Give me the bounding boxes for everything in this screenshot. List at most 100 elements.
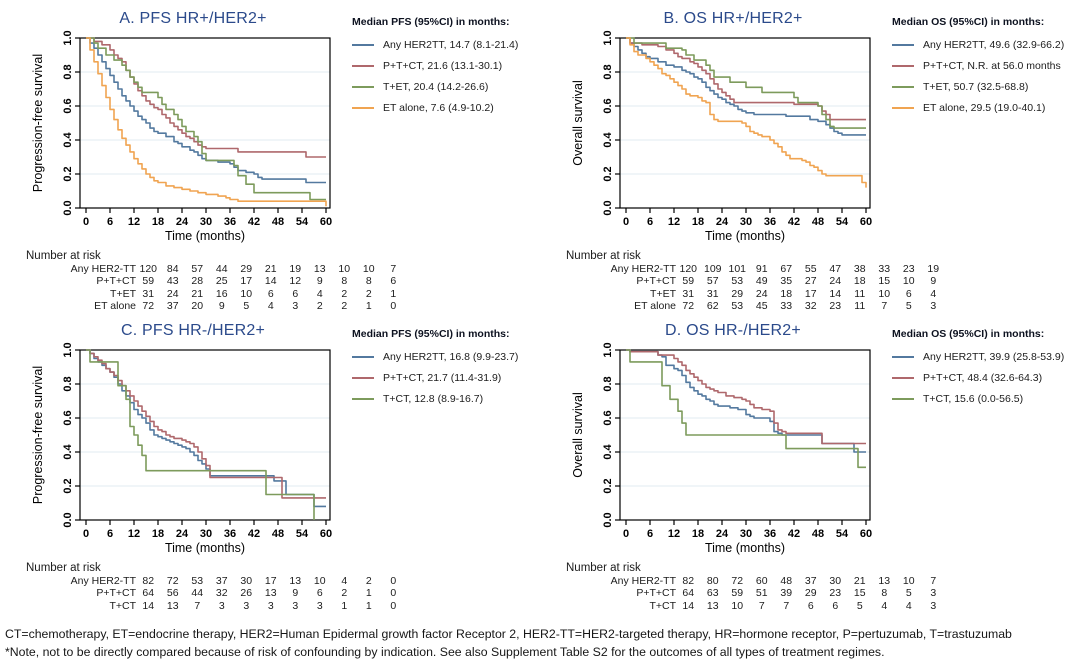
y-tick-label: 0.4 xyxy=(602,131,614,147)
risk-count: 38 xyxy=(853,263,866,275)
risk-count: 24 xyxy=(829,275,842,288)
risk-count: 28 xyxy=(191,275,204,288)
risk-count: 37 xyxy=(215,575,228,587)
risk-count: 26 xyxy=(240,587,253,600)
risk-count: 53 xyxy=(731,300,744,313)
risk-row: T+ET 31 24 21 16 10 6 6 4 2 2 1 xyxy=(26,288,446,300)
x-tick-label: 54 xyxy=(296,216,309,228)
legend-items: Any HER2TT, 14.7 (8.1-21.4) P+T+CT, 21.6 … xyxy=(352,39,538,114)
risk-count: 82 xyxy=(142,575,155,587)
y-tick-label: 0.8 xyxy=(62,376,74,391)
legend-item: ET alone, 29.5 (19.0-40.1) xyxy=(892,102,1078,114)
risk-count: 120 xyxy=(139,263,158,275)
x-tick-label: 36 xyxy=(224,216,236,228)
legend-label: P+T+CT, 21.6 (13.1-30.1) xyxy=(383,60,503,72)
risk-count: 47 xyxy=(829,263,842,275)
risk-rows: Any HER2-TT 120 84 57 44 29 21 19 13 10 10 7 P+T+CT 5… xyxy=(26,263,446,313)
risk-count: 44 xyxy=(215,263,228,275)
risk-count: 120 xyxy=(679,263,698,275)
plot-box xyxy=(79,37,331,209)
panel-c-pfs-hr-neg: C. PFS HR-/HER2+ 0 6 12 18 24 30 36 42 48 54 60 0.0… xyxy=(0,316,540,628)
risk-count: 14 xyxy=(829,287,842,300)
risk-count: 44 xyxy=(191,587,204,600)
risk-count: 9 xyxy=(218,300,225,313)
risk-count: 45 xyxy=(755,300,768,313)
km-plot: 0 6 12 18 24 30 36 42 48 54 60 0.0 0.2 0.4 0.6 0.8 1.0 Ti… xyxy=(31,30,332,243)
risk-count: 21 xyxy=(264,263,277,275)
risk-count: 5 xyxy=(243,300,250,313)
y-axis-label: Overall survival xyxy=(571,80,585,165)
legend-line-swatch xyxy=(892,355,914,359)
risk-row-label: T+ET xyxy=(110,287,136,300)
y-tick-label: 0.6 xyxy=(602,98,614,113)
y-tick-label: 0.2 xyxy=(602,166,614,181)
figure-footnotes: CT=chemotherapy, ET=endocrine therapy, H… xyxy=(5,626,1077,661)
risk-count: 67 xyxy=(780,263,793,275)
x-tick-label: 48 xyxy=(272,216,284,228)
risk-count: 80 xyxy=(706,575,719,587)
x-tick-label: 30 xyxy=(740,528,752,540)
x-axis-label: Time (months) xyxy=(705,541,785,555)
risk-row: P+T+CT 59 43 28 25 17 14 12 9 8 8 6 xyxy=(26,275,446,287)
risk-count: 43 xyxy=(166,275,179,288)
risk-count: 63 xyxy=(706,587,719,600)
legend-items: Any HER2TT, 16.8 (9.9-23.7) P+T+CT, 21.7 … xyxy=(352,351,538,405)
risk-count: 10 xyxy=(362,263,375,275)
risk-count: 12 xyxy=(289,275,302,288)
risk-count: 39 xyxy=(780,587,793,600)
risk-count: 3 xyxy=(930,300,937,313)
risk-count: 23 xyxy=(829,300,842,313)
legend-items: Any HER2TT, 49.6 (32.9-66.2) P+T+CT, N.R.… xyxy=(892,39,1078,114)
panel-title: A. PFS HR+/HER2+ xyxy=(119,10,267,27)
risk-count: 4 xyxy=(881,599,888,612)
risk-count: 27 xyxy=(804,275,817,288)
km-curve xyxy=(86,349,326,508)
risk-count: 55 xyxy=(804,263,817,275)
panel-title: B. OS HR+/HER2+ xyxy=(663,10,803,27)
risk-count: 0 xyxy=(390,300,397,313)
risk-row: Any HER2-TT 120 109 101 91 67 55 47 38 33 23 19 xyxy=(566,263,986,275)
x-tick-label: 24 xyxy=(176,216,189,228)
legend: Median OS (95%CI) in months: Any HER2TT,… xyxy=(892,16,1078,123)
risk-count: 62 xyxy=(706,300,719,313)
risk-count: 2 xyxy=(341,587,348,600)
x-tick-label: 0 xyxy=(83,216,89,228)
legend-item: T+CT, 15.6 (0.0-56.5) xyxy=(892,393,1078,405)
risk-count: 17 xyxy=(804,287,817,300)
risk-count: 101 xyxy=(728,263,747,275)
risk-count: 2 xyxy=(316,300,323,313)
legend-line-swatch xyxy=(352,397,374,401)
risk-count: 3 xyxy=(243,599,250,612)
risk-count: 2 xyxy=(365,287,372,300)
risk-count: 53 xyxy=(191,575,204,587)
km-curve xyxy=(86,37,326,201)
risk-count: 4 xyxy=(316,287,323,300)
risk-row: Any HER2-TT 82 72 53 37 30 17 13 10 4 2 0 xyxy=(26,575,446,587)
x-tick-label: 12 xyxy=(668,528,680,540)
risk-count: 8 xyxy=(365,275,372,288)
risk-count: 4 xyxy=(905,599,912,612)
x-tick-label: 0 xyxy=(623,528,629,540)
risk-count: 7 xyxy=(930,575,937,587)
panel-grid: A. PFS HR+/HER2+ 0 6 12 18 24 30 36 42 48 54 60 0.0… xyxy=(0,4,1080,628)
risk-count: 6 xyxy=(316,587,323,600)
risk-count: 31 xyxy=(682,287,695,300)
x-tick-label: 42 xyxy=(788,528,800,540)
y-axis-label: Progression-free survival xyxy=(31,366,45,504)
panel-b-os-hr-pos: B. OS HR+/HER2+ 0 6 12 18 24 30 36 42 48 54 60 0.0 0… xyxy=(540,4,1080,316)
risk-count: 6 xyxy=(292,287,299,300)
legend-label: ET alone, 29.5 (19.0-40.1) xyxy=(923,102,1046,114)
risk-count: 57 xyxy=(706,275,719,288)
x-tick-label: 0 xyxy=(83,528,89,540)
legend-item: Any HER2TT, 14.7 (8.1-21.4) xyxy=(352,39,538,51)
risk-count: 72 xyxy=(731,575,744,587)
legend-label: T+ET, 20.4 (14.2-26.6) xyxy=(383,81,489,93)
x-tick-label: 60 xyxy=(860,528,872,540)
x-tick-label: 6 xyxy=(647,216,653,228)
x-tick-label: 54 xyxy=(296,528,309,540)
risk-rows: Any HER2-TT 82 80 72 60 48 37 30 21 13 10 7 P+T+CT 64… xyxy=(566,575,986,612)
x-tick-label: 12 xyxy=(668,216,680,228)
km-curve xyxy=(626,349,866,469)
risk-count: 72 xyxy=(142,300,155,313)
km-curve xyxy=(86,37,327,207)
